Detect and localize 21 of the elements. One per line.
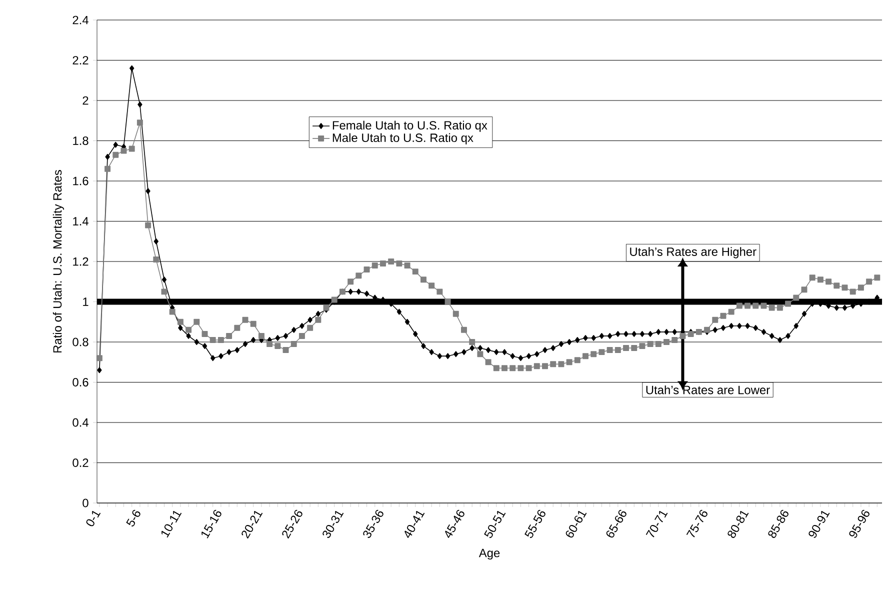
y-tick-label: 1.4 (73, 217, 88, 226)
x-tick-label: 5-6 (126, 510, 140, 526)
y-tick-label: 1.2 (73, 257, 88, 266)
y-tick-label: 2.2 (72, 56, 88, 64)
y-tick-label: 1.8 (73, 136, 88, 145)
y-tick-label: 2 (82, 96, 88, 105)
y-tick-label: 0.6 (72, 378, 88, 386)
y-axis-title: Ratio of Utah: U.S. Mortality Rates (52, 170, 64, 352)
y-tick-label: 1.6 (73, 176, 88, 186)
legend-label: Male Utah to U.S. Ratio qx (332, 133, 474, 144)
legend-label: Female Utah to U.S. Ratio qx (332, 120, 488, 132)
annotation: Utah’s Rates are Higher (630, 247, 756, 258)
y-tick-label: 0.2 (72, 458, 88, 467)
x-axis-title: Age (478, 548, 500, 560)
y-tick-label: 1 (83, 298, 88, 306)
y-tick-label: 0.8 (72, 338, 88, 346)
x-tick-label: 0-1 (86, 510, 101, 526)
y-tick-label: 0.4 (72, 418, 88, 427)
y-tick-label: 2.4 (72, 16, 88, 24)
y-tick-label: 0 (82, 498, 88, 508)
annotation: Utah’s Rates are Lower (646, 385, 770, 394)
